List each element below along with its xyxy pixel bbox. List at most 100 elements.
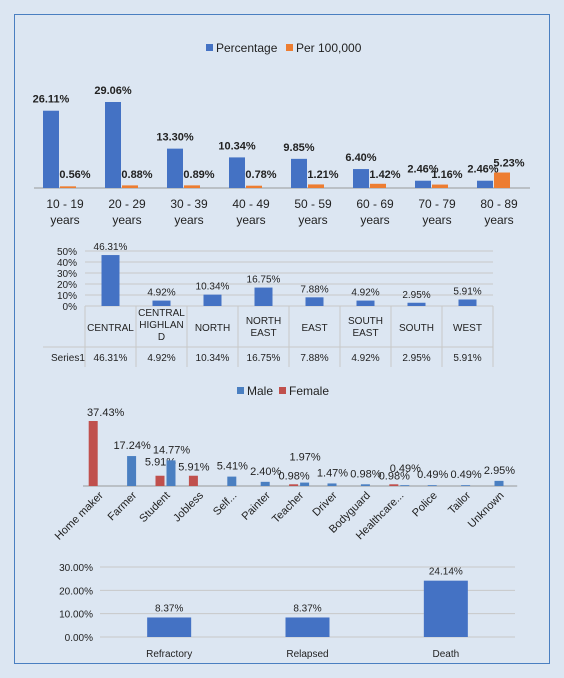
chart1-bar-per-100000-30-39-years — [184, 185, 200, 188]
chart3-occupations: 37.43% Home maker 17.24% Farmer 5.91% 14.77% S… — [53, 407, 518, 543]
chart3-bar-male-student — [166, 460, 176, 486]
chart2-label-north: 10.34% — [196, 282, 230, 293]
chart3-label-male-self: 5.41% — [217, 461, 248, 473]
chart3-label-male-bodyguard: 0.98% — [350, 468, 381, 480]
chart2-tick-north-east-line1: EAST — [250, 328, 276, 339]
chart4-bar-death — [423, 580, 468, 637]
chart2-tick-south-east-line1: EAST — [352, 328, 378, 339]
chart1-bar-percentage-20-29-years — [105, 102, 121, 188]
chart2-tick-south-line0: SOUTH — [399, 323, 434, 334]
chart1-tick-years-20-29-years: years — [112, 213, 141, 227]
legend-swatch-male — [237, 387, 244, 394]
chart4-outcomes: 0.00% 10.00% 20.00% 30.00% 8.37% Refractory 8.… — [59, 563, 515, 660]
chart2-ytick-40: 40% — [57, 258, 77, 269]
chart1-bar-percentage-70-79-years — [415, 180, 431, 188]
chart1-label-percentage-20-29-years: 29.06% — [94, 85, 132, 97]
chart1-bar-per-100000-20-29-years — [122, 185, 138, 188]
chart2-label-central: 46.31% — [94, 242, 128, 253]
chart3-label-male-tailor: 0.49% — [450, 469, 481, 481]
chart4-tick-refractory: Refractory — [146, 649, 192, 660]
chart2-bar-south-east — [356, 300, 375, 306]
chart1-label-percentage-40-49-years: 10.34% — [218, 140, 256, 152]
chart3-tick-student: Student — [137, 490, 172, 525]
chart4-tick-death: Death — [432, 649, 459, 660]
chart2-tick-central-highland-line1: HIGHLAN — [139, 320, 183, 331]
chart1-tick-years-10-19-years: years — [50, 213, 79, 227]
chart2-tick-north-line0: NORTH — [195, 323, 230, 334]
chart4-ytick-0-00: 0.00% — [65, 633, 93, 644]
chart3-tick-farmer: Farmer — [106, 489, 140, 523]
legend-label-percentage: Percentage — [216, 41, 278, 55]
chart2-bar-north — [203, 294, 222, 306]
chart1-tick-60-69-years: 60 - 69 — [356, 197, 394, 211]
chart3-label-male-driver: 1.47% — [317, 467, 348, 479]
chart3-tick-teacher: Teacher — [270, 489, 306, 525]
chart2-label-south: 2.95% — [402, 290, 430, 301]
chart3-tick-painter: Painter — [240, 489, 273, 522]
chart4-bar-refractory — [147, 617, 192, 637]
chart1-bar-per-100000-80-89-years — [494, 172, 510, 188]
chart1-label-per-100000-60-69-years: 1.42% — [369, 169, 400, 181]
legend-label-per-100000: Per 100,000 — [296, 41, 362, 55]
chart2-bar-west — [458, 299, 477, 306]
chart2-table-value-central: 46.31% — [94, 353, 128, 364]
chart1-tick-years-80-89-years: years — [484, 213, 513, 227]
chart2-tick-east-line0: EAST — [301, 323, 327, 334]
chart2-bar-south — [407, 302, 426, 306]
chart1-label-percentage-30-39-years: 13.30% — [156, 132, 194, 144]
chart2-tick-central-line0: CENTRAL — [87, 323, 134, 334]
chart2-label-east: 7.88% — [300, 284, 328, 295]
chart3-bar-male-self — [227, 476, 237, 486]
chart1-label-per-100000-10-19-years: 0.56% — [59, 169, 90, 181]
chart2-table-value-south: 2.95% — [402, 353, 430, 364]
chart1-bar-per-100000-10-19-years — [60, 186, 76, 188]
chart3-tick-self: Self... — [211, 490, 239, 518]
chart4-bar-relapsed — [285, 617, 330, 637]
chart1-tick-10-19-years: 10 - 19 — [46, 197, 84, 211]
chart4-ytick-10-00: 10.00% — [59, 610, 93, 621]
chart3-label-male-farmer: 17.24% — [113, 440, 151, 452]
chart1-tick-20-29-years: 20 - 29 — [108, 197, 146, 211]
chart3-bar-female-jobless — [188, 475, 198, 486]
chart3-bar-male-tailor — [461, 485, 471, 486]
chart2-label-west: 5.91% — [453, 286, 481, 297]
chart3-bar-male-unknown — [494, 480, 504, 486]
chart3-label-male-healthcare: 0.49% — [390, 463, 421, 475]
chart1-bar-per-100000-50-59-years — [308, 184, 324, 188]
figure-canvas: Percentage Per 100,000 26.11% 0.56% 10 - 1… — [33, 41, 530, 660]
chart1-label-percentage-10-19-years: 26.11% — [33, 94, 70, 106]
chart2-tick-north-east-line0: NORTH — [246, 316, 281, 327]
chart2-table-series-name: Series1 — [51, 353, 85, 364]
chart2-table-value-north-east: 16.75% — [247, 353, 281, 364]
chart1-bar-per-100000-40-49-years — [246, 185, 262, 188]
legend-swatch-percentage — [206, 44, 213, 51]
chart2-table-value-north: 10.34% — [196, 353, 230, 364]
chart2-table-value-central-highland: 4.92% — [147, 353, 175, 364]
chart2-label-south-east: 4.92% — [351, 288, 379, 299]
legend-label-male: Male — [247, 384, 273, 398]
chart2-ytick-0: 0% — [63, 302, 78, 313]
chart3-bar-male-teacher — [300, 482, 310, 486]
chart1-bar-percentage-50-59-years — [291, 158, 307, 188]
figure-frame: Percentage Per 100,000 26.11% 0.56% 10 - 1… — [14, 14, 550, 664]
chart3-bar-male-healthcare — [400, 485, 410, 486]
chart4-label-relapsed: 8.37% — [293, 603, 321, 614]
chart1-label-per-100000-80-89-years: 5.23% — [493, 158, 524, 170]
chart4-label-death: 24.14% — [429, 567, 463, 578]
chart3-tick-unknown: Unknown — [466, 490, 507, 531]
chart3-label-male-unknown: 2.95% — [484, 465, 515, 477]
chart1-tick-30-39-years: 30 - 39 — [170, 197, 208, 211]
chart1-bar-per-100000-60-69-years — [370, 183, 386, 188]
chart2-tick-central-highland-line2: D — [158, 332, 165, 343]
chart1-label-per-100000-50-59-years: 1.21% — [307, 169, 338, 181]
chart2-ytick-20: 20% — [57, 280, 77, 291]
chart3-label-male-student: 14.77% — [153, 444, 191, 456]
chart1-label-per-100000-70-79-years: 1.16% — [431, 169, 462, 181]
chart1-bar-percentage-60-69-years — [353, 169, 369, 188]
chart2-bar-north-east — [254, 287, 273, 306]
chart4-label-refractory: 8.37% — [155, 603, 183, 614]
chart2-bar-east — [305, 297, 324, 306]
chart3-label-female-healthcare: 0.98% — [379, 470, 410, 482]
chart4-tick-relapsed: Relapsed — [286, 649, 328, 660]
chart3-label-female-jobless: 5.91% — [178, 462, 209, 474]
